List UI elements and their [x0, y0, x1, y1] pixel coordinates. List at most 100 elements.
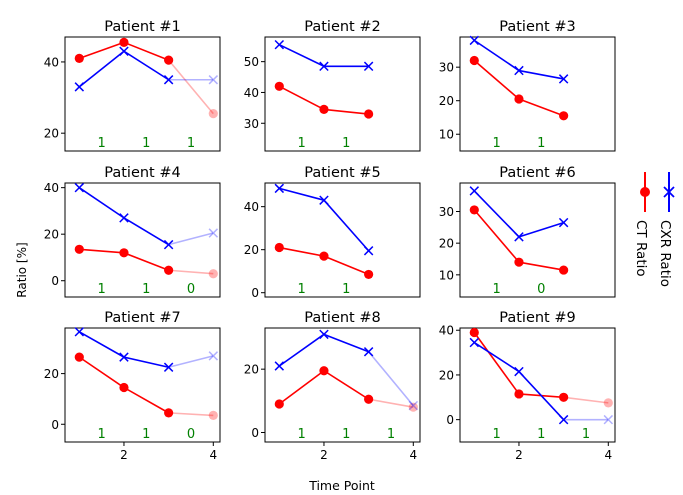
cxr-point-stroke: [469, 337, 480, 348]
y-tick-label: 30: [439, 205, 454, 219]
cxr-point-stroke: [119, 46, 129, 56]
cxr-point-stroke: [274, 183, 285, 194]
axes-frame: [64, 182, 221, 298]
x-tick-label: 4: [209, 448, 217, 462]
ct-series-segment: [279, 246, 325, 257]
x-tick-label: 2: [320, 448, 328, 462]
cxr-point: [163, 362, 174, 372]
cxr-series-segment: [278, 43, 325, 67]
cxr-point: [514, 366, 524, 377]
cxr-point-stroke: [208, 228, 219, 238]
y-tick-label: 40: [439, 324, 454, 338]
y-tick-label: 20: [439, 237, 454, 251]
ct-series-segment: [473, 332, 520, 395]
interval-annotation: 1: [297, 282, 305, 297]
cxr-series-segment: [473, 341, 520, 373]
ct-series-segment: [518, 98, 564, 117]
interval-annotation: 1: [297, 427, 305, 442]
y-tick-label: 20: [44, 127, 59, 141]
cxr-point-stroke: [514, 232, 524, 242]
cxr-point: [208, 228, 219, 238]
ct-point: [119, 37, 129, 47]
cxr-point-stroke: [163, 239, 174, 250]
cxr-point-stroke: [514, 65, 524, 76]
ct-series-segment: [278, 85, 325, 111]
x-tick-label: 4: [409, 448, 417, 462]
ct-point: [319, 251, 329, 261]
axes-frame: [264, 182, 421, 298]
ct-series-segment: [323, 370, 370, 400]
ct-series-segment: [79, 41, 125, 60]
ct-point: [559, 265, 569, 275]
axes-frame: [64, 36, 221, 152]
interval-annotation: 1: [387, 427, 395, 442]
cxr-point: [363, 61, 374, 72]
ct-point: [514, 389, 524, 399]
subplot-title: Patient #9: [499, 310, 575, 326]
cxr-point-stroke: [603, 414, 614, 425]
cxr-point-stroke: [274, 39, 285, 50]
ct-point: [603, 398, 613, 408]
ct-series-segment: [473, 209, 520, 263]
interval-annotation: 1: [342, 136, 350, 151]
y-tick-label: 40: [244, 200, 259, 214]
ct-point: [74, 53, 84, 63]
ct-series-segment: [168, 412, 214, 417]
interval-annotation: 1: [492, 427, 500, 442]
cxr-point: [208, 75, 219, 85]
legend-ct-label: CT Ratio: [633, 220, 649, 277]
cxr-point: [274, 361, 285, 371]
ct-point: [274, 81, 284, 91]
axes-frame: [459, 327, 616, 443]
ct-series-segment: [563, 396, 609, 404]
cxr-point: [558, 414, 569, 425]
interval-annotation: 1: [492, 136, 500, 151]
y-tick-label: 20: [244, 363, 259, 377]
cxr-point-stroke: [408, 400, 419, 411]
legend-cxr-label: CXR Ratio: [657, 220, 673, 287]
x-tick-label: 4: [604, 448, 612, 462]
cxr-point-stroke: [119, 352, 129, 362]
ct-point: [164, 265, 174, 275]
cxr-point-stroke: [363, 347, 374, 357]
interval-annotation: 1: [537, 427, 545, 442]
x-tick-label: 2: [120, 448, 128, 462]
subplot-title: Patient #4: [104, 165, 180, 181]
y-tick-label: 30: [439, 61, 454, 75]
y-tick-label: 0: [51, 418, 59, 432]
cxr-point-stroke: [274, 361, 285, 371]
y-tick-label: 10: [439, 128, 454, 142]
cxr-point: [363, 246, 374, 256]
ct-series-segment: [79, 248, 125, 254]
cxr-point-stroke: [74, 182, 85, 193]
interval-annotation: 1: [492, 282, 500, 297]
interval-annotation: 1: [297, 136, 305, 151]
ct-point: [274, 242, 284, 253]
cxr-point: [469, 35, 480, 46]
axes-frame: [64, 327, 221, 443]
y-tick-label: 0: [51, 274, 59, 288]
cxr-point: [514, 65, 524, 76]
ct-point: [364, 269, 374, 280]
cxr-point-stroke: [119, 213, 129, 223]
ct-series-segment: [78, 356, 125, 389]
cxr-point: [119, 46, 129, 56]
ct-point: [319, 104, 329, 115]
cxr-series-segment: [518, 69, 564, 80]
cxr-series-segment: [168, 232, 214, 246]
subplot-title: Patient #5: [304, 165, 380, 181]
ct-point: [469, 327, 479, 338]
ct-series-segment: [323, 108, 369, 115]
ct-point: [469, 205, 479, 215]
cxr-series-segment: [368, 351, 414, 407]
ct-point: [319, 366, 329, 376]
cxr-point-stroke: [558, 74, 569, 84]
y-tick-label: 20: [244, 243, 259, 257]
cxr-point-stroke: [558, 217, 569, 228]
cxr-point: [363, 347, 374, 357]
axes-frame: [459, 36, 616, 152]
subplot-title: Patient #7: [104, 310, 180, 326]
